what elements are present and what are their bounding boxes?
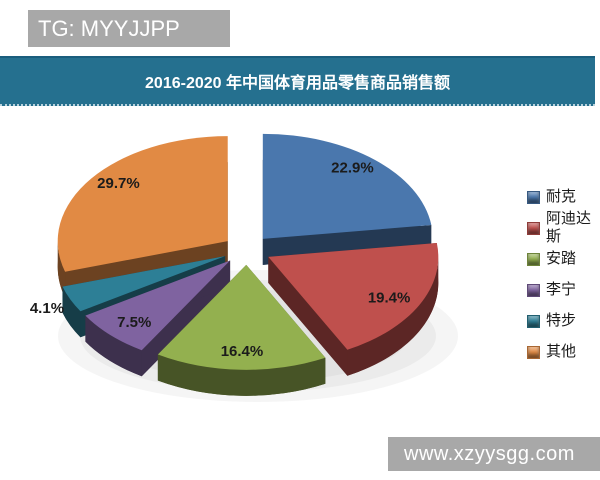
- chart-title-bar: 2016-2020 年中国体育用品零售商品销售额: [0, 56, 595, 106]
- legend-swatch-icon: [527, 283, 540, 297]
- legend-label: 阿迪达斯: [546, 210, 592, 245]
- legend-swatch-icon: [527, 345, 540, 359]
- legend-swatch-icon: [527, 221, 540, 235]
- chart-title: 2016-2020 年中国体育用品零售商品销售额: [145, 75, 450, 92]
- legend-swatch-icon: [527, 314, 540, 328]
- legend-label: 安踏: [546, 250, 577, 267]
- legend-item-耐克: 耐克: [527, 188, 600, 206]
- legend-item-安踏: 安踏: [527, 250, 600, 268]
- legend-label: 其他: [546, 343, 577, 360]
- pie-slice-安踏: [157, 264, 326, 396]
- legend-item-李宁: 李宁: [527, 281, 600, 299]
- legend-swatch-icon: [527, 190, 540, 204]
- chart-legend: 耐克阿迪达斯安踏李宁特步其他: [527, 188, 600, 361]
- pie-slice-value-label: 16.4%: [221, 343, 264, 360]
- pie-slice-阿迪达斯: [268, 242, 439, 376]
- top-watermark: TG: MYYJJPP: [28, 10, 230, 47]
- legend-item-特步: 特步: [527, 312, 600, 330]
- legend-item-其他: 其他: [527, 343, 600, 361]
- pie-slice-李宁: [85, 260, 231, 377]
- pie-slice-耐克: [262, 133, 432, 265]
- legend-swatch-icon: [527, 252, 540, 266]
- pie-slice-value-label: 7.5%: [117, 314, 151, 331]
- top-watermark-text: TG: MYYJJPP: [38, 15, 180, 41]
- bottom-watermark: www.xzyysgg.com: [388, 437, 600, 471]
- bottom-watermark-text: www.xzyysgg.com: [404, 442, 575, 465]
- pie-slice-value-label: 29.7%: [97, 175, 140, 192]
- legend-label: 特步: [546, 312, 577, 329]
- legend-item-阿迪达斯: 阿迪达斯: [527, 210, 600, 245]
- pie-slice-value-label: 4.1%: [30, 300, 64, 317]
- pie-slice-value-label: 19.4%: [368, 289, 411, 306]
- legend-label: 耐克: [546, 188, 577, 205]
- legend-label: 李宁: [546, 281, 577, 298]
- pie-slice-value-label: 22.9%: [331, 160, 374, 177]
